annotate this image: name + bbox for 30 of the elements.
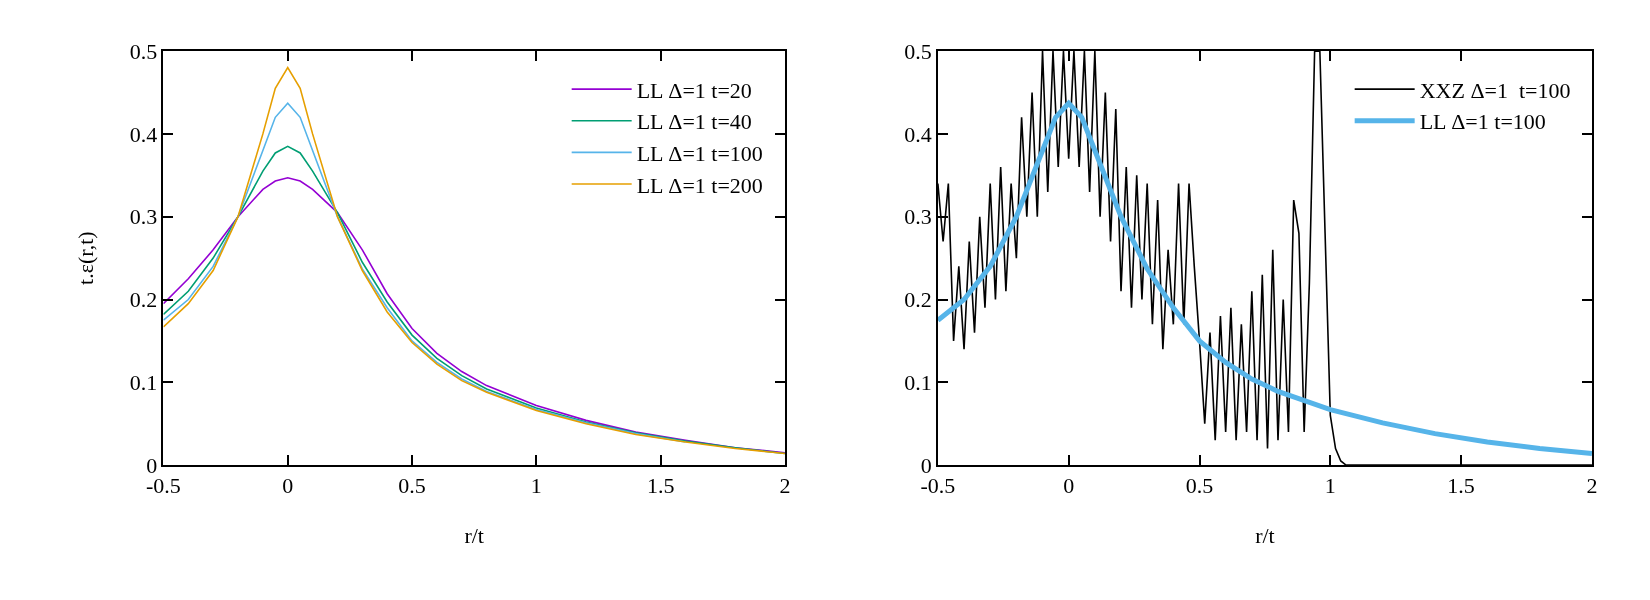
x-tick-label: 2 <box>1586 473 1598 499</box>
x-tick-label: 0.5 <box>1185 473 1214 499</box>
x-axis-title: r/t <box>464 522 484 548</box>
x-tick-label: 0 <box>1063 473 1075 499</box>
x-tick-label: 0 <box>282 473 294 499</box>
y-tick-label: 0.5 <box>129 38 158 64</box>
legend-label: LL Δ=1 t=200 <box>636 172 763 198</box>
x-tick-label: 1 <box>530 473 542 499</box>
y-tick-label: 0.2 <box>129 287 158 313</box>
y-tick-label: 0.5 <box>904 38 932 64</box>
legend-label: LL Δ=1 t=100 <box>1419 109 1546 135</box>
x-tick-label: 0.5 <box>398 473 426 499</box>
y-tick-label: 0.1 <box>904 370 932 395</box>
y-axis-title: t.ε(r,t) <box>73 231 99 285</box>
y-tick-label: 0.3 <box>129 204 158 230</box>
y-tick-label: 0.4 <box>129 121 158 147</box>
y-tick-label: 0.1 <box>129 370 158 395</box>
x-axis-title: r/t <box>1255 522 1275 548</box>
x-tick-label: 1.5 <box>646 473 675 499</box>
x-tick-label: 1.5 <box>1447 473 1475 499</box>
x-tick-label: 1 <box>1324 473 1336 499</box>
y-tick-label: 0.3 <box>904 204 932 230</box>
y-tick-label: 0.2 <box>904 287 932 313</box>
x-tick-label: 2 <box>779 473 791 499</box>
line-series <box>163 66 785 455</box>
legend-label: LL Δ=1 t=40 <box>636 109 752 135</box>
legend-label: LL Δ=1 t=20 <box>636 77 752 103</box>
y-tick-label: 0.4 <box>904 121 932 147</box>
legend-label: LL Δ=1 t=100 <box>636 140 763 166</box>
legend-label: XXZ Δ=1 t=100 <box>1419 77 1571 103</box>
